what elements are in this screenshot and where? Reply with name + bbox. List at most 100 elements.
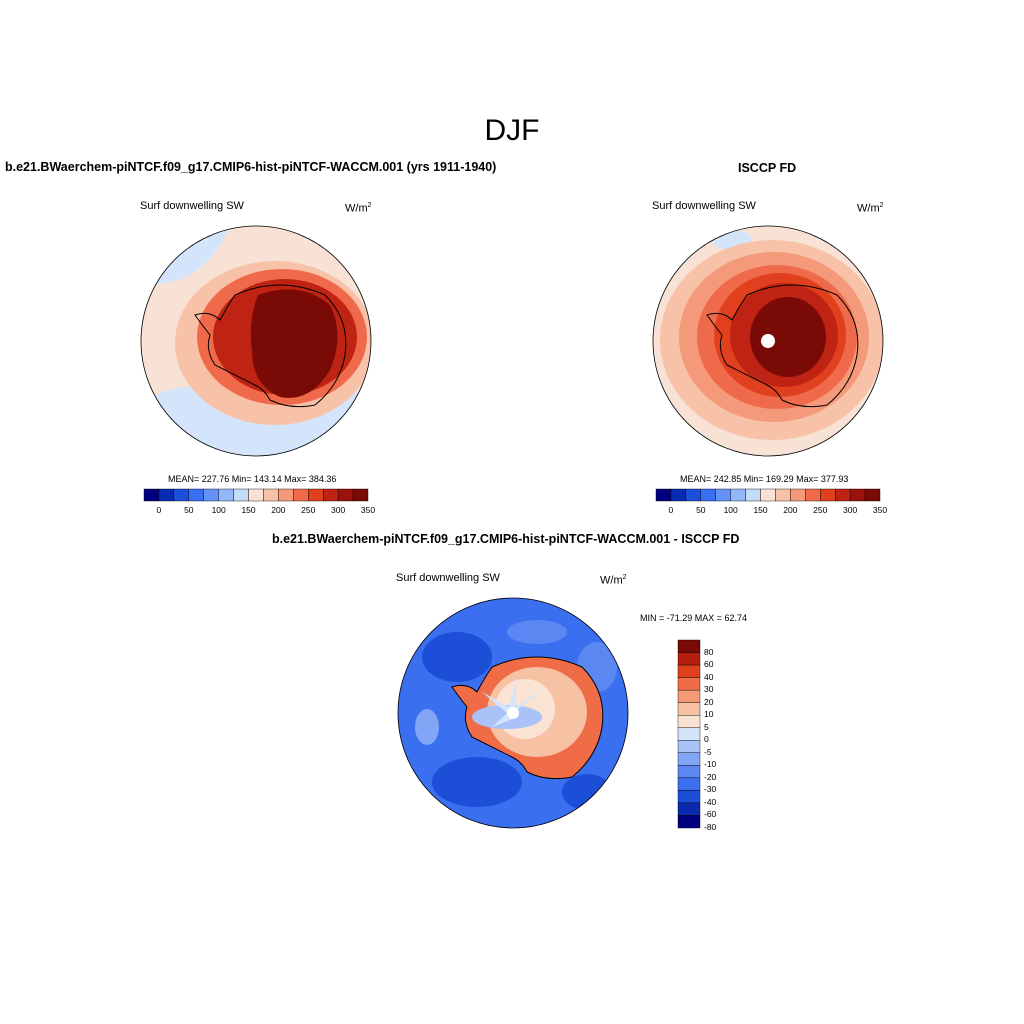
colorbar-tick-label: 200 [783, 505, 798, 515]
colorbar-swatch [677, 790, 701, 804]
colorbar-diff [677, 639, 701, 829]
colorbar-swatch [278, 488, 294, 502]
colorbar-tick-label: 80 [704, 646, 714, 657]
colorbar-swatch [670, 488, 687, 502]
colorbar-obs [655, 488, 881, 502]
map-boundary [652, 225, 884, 457]
colorbar-tick-label: 250 [813, 505, 828, 515]
contour-neg5-streaks [482, 677, 547, 727]
colorbar-swatch [685, 488, 702, 502]
colorbar-tick-label: 10 [704, 709, 714, 720]
colorbar-tick-label: -30 [704, 784, 717, 795]
colorbar-tick-label: 300 [331, 505, 346, 515]
colorbar-tick-label: 150 [753, 505, 768, 515]
colorbar-tick-label: 5 [704, 721, 709, 732]
contour-neg30-nw [422, 632, 492, 682]
colorbar-swatch [677, 689, 701, 703]
antarctica-coastline [706, 284, 859, 408]
colorbar-tick-label: -20 [704, 771, 717, 782]
panel-model-variable: Surf downwelling SW [140, 200, 244, 212]
colorbar-swatch [834, 488, 851, 502]
colorbar-swatch [677, 740, 701, 754]
colorbar-tick-label: -80 [704, 822, 717, 832]
map-diff [397, 597, 629, 829]
colorbar-swatch [677, 752, 701, 766]
panel-obs-units: W/m2 [857, 202, 884, 215]
colorbar-tick-label: 50 [696, 505, 706, 515]
colorbar-swatch [715, 488, 731, 502]
colorbar-swatch [790, 488, 806, 502]
antarctica-coastline [194, 284, 347, 408]
contour-neg30-se [562, 774, 612, 810]
colorbar-tick-label: 150 [241, 505, 256, 515]
colorbar-swatch [677, 639, 701, 653]
colorbar-tick-label: 0 [704, 734, 709, 745]
colorbar-tick-label: -60 [704, 809, 717, 820]
colorbar-tick-label: 350 [872, 505, 888, 515]
colorbar-swatch [352, 488, 369, 502]
colorbar-tick-label: 200 [271, 505, 286, 515]
panel-diff-stats: MIN = -71.29 MAX = 62.74 [640, 613, 748, 623]
contour-350 [750, 297, 826, 377]
colorbar-tick-label: 40 [704, 671, 714, 682]
colorbar-swatch [677, 652, 701, 666]
map-model [140, 225, 372, 457]
colorbar-swatch [805, 488, 821, 502]
panel-model-units: W/m2 [345, 202, 372, 215]
colorbar-swatch [677, 765, 701, 779]
colorbar-tick-label: 0 [668, 505, 674, 515]
colorbar-swatch [203, 488, 219, 502]
colorbar-swatch [700, 488, 716, 502]
panel-obs-title: ISCCP FD [738, 161, 797, 175]
colorbar-swatch [864, 488, 881, 502]
colorbar-swatch [677, 702, 701, 716]
contour-350 [250, 289, 338, 398]
missing-data-pole [761, 334, 775, 348]
colorbar-swatch [218, 488, 234, 502]
colorbar-swatch [308, 488, 324, 502]
colorbar-swatch [849, 488, 866, 502]
colorbar-swatch [677, 714, 701, 728]
colorbar-swatch [820, 488, 836, 502]
colorbar-swatch [248, 488, 264, 502]
panel-diff-variable: Surf downwelling SW [396, 572, 500, 584]
colorbar-tick-label: 50 [184, 505, 194, 515]
panel-obs-variable: Surf downwelling SW [652, 200, 756, 212]
colorbar-swatch [760, 488, 776, 502]
colorbar-tick-label: 300 [843, 505, 858, 515]
colorbar-tick-label: -5 [704, 746, 712, 757]
colorbar-tick-label: 250 [301, 505, 316, 515]
colorbar-swatch [677, 815, 701, 829]
colorbar-swatch [677, 664, 701, 678]
contour-neg10-w [415, 709, 439, 745]
colorbar-swatch [677, 777, 701, 791]
colorbar-obs-ticks: 0 50 100 150 200 250 300 350 [656, 505, 888, 517]
colorbar-swatch [188, 488, 204, 502]
colorbar-diff-ticks: 80 60 40 30 20 10 5 0 -5 -10 -20 -30 -40 -60 -80 [704, 640, 744, 832]
colorbar-swatch [655, 488, 672, 502]
colorbar-tick-label: 100 [211, 505, 226, 515]
colorbar-swatch [233, 488, 249, 502]
panel-obs-stats: MEAN= 242.85 Min= 169.29 Max= 377.93 [680, 474, 849, 484]
colorbar-swatch [337, 488, 354, 502]
colorbar-swatch [143, 488, 160, 502]
map-boundary [397, 597, 629, 829]
colorbar-tick-label: 100 [723, 505, 738, 515]
panel-diff-title: b.e21.BWaerchem-piNTCF.f09_g17.CMIP6-his… [272, 532, 740, 546]
colorbar-swatch [263, 488, 279, 502]
colorbar-swatch [293, 488, 309, 502]
colorbar-tick-label: 20 [704, 696, 714, 707]
colorbar-tick-label: 350 [360, 505, 376, 515]
panel-diff-units: W/m2 [600, 574, 627, 587]
colorbar-swatch [677, 727, 701, 741]
contour-neg20-n [507, 620, 567, 644]
panel-model-title: b.e21.BWaerchem-piNTCF.f09_g17.CMIP6-his… [5, 160, 497, 174]
colorbar-swatch [322, 488, 339, 502]
colorbar-model [143, 488, 369, 502]
missing-data-pole [507, 707, 519, 719]
colorbar-swatch [730, 488, 746, 502]
map-boundary [140, 225, 372, 457]
antarctica-coastline [451, 656, 604, 780]
colorbar-swatch [677, 677, 701, 691]
map-obs [652, 225, 884, 457]
